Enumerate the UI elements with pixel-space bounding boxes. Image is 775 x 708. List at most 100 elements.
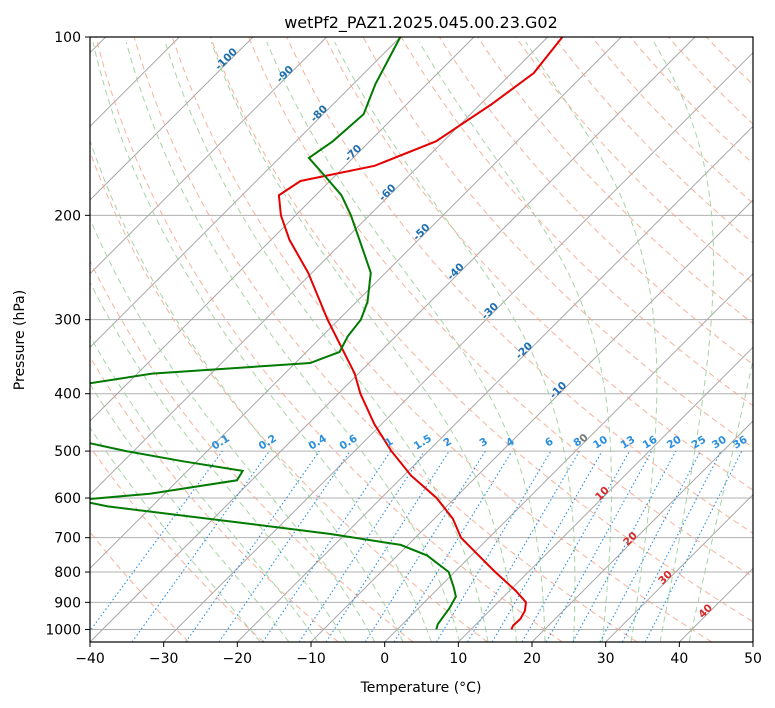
moist-adiabat [90,426,261,642]
isotherm-line [384,272,753,642]
mixing-ratio-line [644,450,743,642]
y-axis-label: Pressure (hPa) [12,290,28,390]
dry-adiabat [90,445,264,642]
dry-adiabat [668,37,753,125]
x-tick-label: −30 [149,651,179,667]
dry-adiabat [515,37,753,284]
dewpoint-trace [90,37,457,630]
mixing-ratio-line [545,450,653,642]
x-tick-label: 50 [744,651,762,667]
isotherm-line [90,37,696,642]
isotherm-label: 40 [696,602,715,621]
dry-adiabat [324,37,753,491]
dry-adiabat [171,37,712,642]
moist-adiabat [266,41,546,642]
isotherm-line [163,51,753,642]
dry-adiabat [706,37,753,86]
mixing-ratio-line [218,450,351,642]
mixing-ratio-line [364,450,486,642]
mixing-ratio-label: 30 [710,434,729,452]
isotherm-label: -80 [308,103,330,125]
mixing-ratio-line [90,450,223,632]
y-tick-label: 700 [54,531,81,547]
moist-adiabat [210,41,517,642]
y-tick-label: 600 [54,491,81,507]
dry-adiabat [438,37,753,366]
y-tick-label: 300 [54,313,81,329]
mixing-ratio-label: 0.1 [210,433,232,453]
plot-frame [89,36,754,643]
mixing-ratio-label: 16 [641,434,660,452]
isotherm-line [90,37,475,422]
isotherm-line [90,37,622,570]
moist-adiabat [90,139,404,642]
isotherm-line [90,37,328,275]
mixing-ratio-line [491,450,603,642]
isotherm-line [236,125,753,642]
x-tick-label: 30 [597,651,615,667]
mixing-ratio-line [262,450,392,642]
y-tick-label: 400 [54,387,81,403]
dry-adiabat [248,37,753,578]
dry-adiabat [95,37,563,642]
mixing-ratio-line [325,450,450,642]
isotherm-label: -60 [377,182,399,204]
x-tick-label: −20 [223,651,253,667]
moist-adiabat [90,335,319,642]
dry-adiabat [133,37,638,642]
x-tick-label: −40 [75,651,105,667]
isotherm-line [310,199,753,642]
mixing-ratio-line [521,450,630,642]
y-tick-label: 800 [54,565,81,581]
mixing-ratio-label: 1.5 [412,433,434,453]
dry-adiabat [286,37,753,534]
isotherm-line [752,641,753,642]
dry-adiabat [90,150,488,642]
dry-adiabat [90,531,190,642]
mixing-ratio-label: 13 [619,434,638,452]
isotherm-line [90,37,401,349]
isotherm-label: -20 [513,340,535,362]
moist-adiabat [92,41,432,642]
mixing-ratio-label: 20 [665,434,684,452]
chart-title: wetPf2_PAZ1.2025.045.00.23.G02 [284,13,558,33]
x-tick-label: −10 [296,651,326,667]
moist-adiabat [525,41,658,642]
isotherm-label: -50 [411,221,433,243]
moist-adiabat [688,357,753,642]
x-tick-label: 0 [380,651,389,667]
x-axis-label: Temperature (°C) [360,680,482,696]
dry-adiabat [591,37,753,204]
moist-adiabat [90,383,290,642]
x-tick-label: 20 [523,651,541,667]
mixing-ratio-label: 10 [591,434,610,452]
y-tick-label: 100 [54,30,81,46]
dry-adiabat [477,37,753,325]
isotherm-label: 30 [656,568,675,587]
mixing-ratio-line [599,450,701,642]
moist-adiabat [334,41,576,642]
y-tick-label: 500 [54,444,81,460]
isotherm-line [605,493,753,642]
moist-adiabat [125,41,461,642]
y-tick-label: 200 [54,208,81,224]
isotherm-label: -90 [274,63,296,85]
dry-adiabat [90,259,414,642]
mixing-ratio-label: 25 [690,434,709,452]
isotherm-label: 20 [621,530,640,549]
isotherm-label: -70 [342,142,364,164]
isotherm-label: -30 [479,300,501,322]
temperature-trace [277,37,564,630]
mixing-ratio-label: 0.4 [307,433,329,453]
mixing-ratio-label: 1 [383,436,396,450]
isotherm-line [531,420,753,642]
mixing-ratio-line [572,450,677,642]
isotherm-line [90,37,549,496]
dry-adiabat [90,356,339,642]
mixing-ratio-label: 3 [478,436,491,450]
x-tick-label: 10 [449,651,467,667]
isotherm-label: -10 [547,379,569,401]
y-tick-label: 1000 [45,622,81,638]
dry-adiabat [553,37,753,244]
